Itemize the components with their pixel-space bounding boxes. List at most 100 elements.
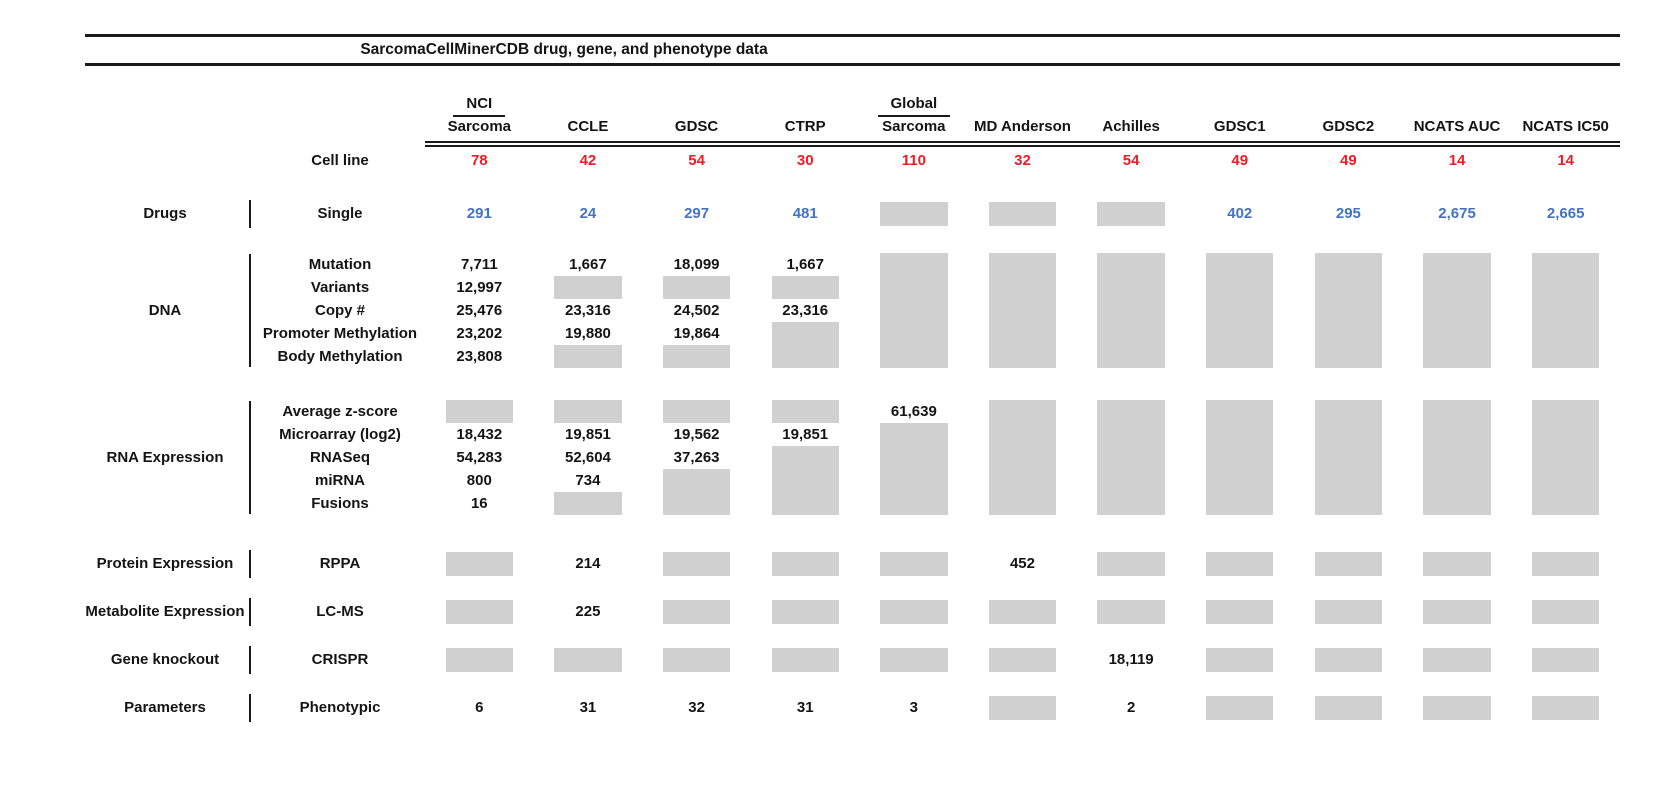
no-data-box (1185, 491, 1294, 515)
no-data-box-fill (445, 599, 513, 624)
no-data-box-fill (554, 275, 622, 299)
data-cell: 6 (475, 699, 484, 716)
no-data-box (1294, 422, 1403, 446)
no-data-box (751, 445, 860, 469)
no-data-box (642, 275, 751, 299)
no-data-box-fill (662, 399, 731, 423)
no-data-box (1403, 275, 1512, 299)
no-data-box-fill (880, 599, 948, 624)
no-data-box (1403, 693, 1512, 723)
no-data-box-fill (1097, 298, 1165, 322)
row-label-promoter-methylation: Promoter Methylation (262, 324, 418, 342)
no-data-box (751, 321, 860, 345)
data-cell: 1,667 (786, 255, 824, 273)
no-data-box (1185, 549, 1294, 579)
no-data-box-fill (1314, 445, 1383, 469)
no-data-box (1077, 252, 1186, 276)
column-header-gdsc2: GDSC2 (1294, 117, 1403, 140)
no-data-box-fill (771, 399, 839, 423)
no-data-box (1294, 597, 1403, 627)
no-data-box (1185, 344, 1294, 368)
no-data-box-fill (988, 252, 1057, 276)
no-data-box-fill (1532, 551, 1600, 576)
column-header-md-anderson: MD Anderson (968, 117, 1077, 140)
no-data-box-fill (1314, 321, 1383, 345)
no-data-box (1185, 252, 1294, 276)
no-data-box (1077, 275, 1186, 299)
no-data-box-fill (1423, 551, 1491, 576)
no-data-box (642, 491, 751, 515)
no-data-box-fill (1097, 599, 1165, 624)
no-data-box-fill (1097, 252, 1165, 276)
no-data-box-fill (554, 399, 622, 423)
no-data-box-fill (880, 275, 948, 299)
no-data-box (1185, 275, 1294, 299)
no-data-box-fill (554, 647, 622, 672)
group-parameters: Parameters Phenotypic 6 31 32 31 3 2 (85, 693, 1620, 723)
data-cell: 19,851 (565, 425, 611, 443)
column-header-label: Achilles (1102, 118, 1160, 136)
data-cell: 481 (792, 205, 818, 222)
no-data-box-fill (880, 422, 948, 446)
no-data-box-fill (1206, 468, 1274, 492)
group-gene-knockout: Gene knockout CRISPR 18,119 (85, 645, 1620, 675)
no-data-box-fill (1314, 298, 1383, 322)
no-data-box-fill (1097, 445, 1165, 469)
cell-line-count: 49 (1231, 152, 1249, 169)
no-data-box (1403, 422, 1512, 446)
no-data-box (1511, 645, 1620, 675)
no-data-box (860, 298, 969, 322)
no-data-box-fill (1532, 599, 1600, 624)
data-cell: 295 (1335, 205, 1361, 222)
no-data-box (534, 399, 643, 423)
no-data-box-fill (1314, 551, 1383, 576)
no-data-box (1077, 468, 1186, 492)
cell-line-count: 54 (688, 152, 705, 169)
cell-line-count: 30 (796, 152, 814, 169)
no-data-box (1185, 321, 1294, 345)
no-data-box-fill (1423, 252, 1491, 276)
no-data-box (1511, 399, 1620, 423)
no-data-box-fill (988, 344, 1057, 368)
no-data-box (1511, 344, 1620, 368)
no-data-box (860, 321, 969, 345)
title-band: SarcomaCellMinerCDB drug, gene, and phen… (85, 34, 1620, 66)
no-data-box-fill (1206, 399, 1274, 423)
data-cell: 18,432 (456, 425, 503, 443)
row-label-fusions: Fusions (311, 494, 369, 512)
no-data-box-fill (988, 491, 1057, 515)
no-data-box (1294, 344, 1403, 368)
no-data-box (534, 491, 643, 515)
no-data-box (1511, 252, 1620, 276)
cell-line-count: 54 (1122, 152, 1140, 169)
cell-line-count: 110 (901, 152, 926, 169)
no-data-box-fill (1314, 695, 1383, 720)
no-data-box-fill (1532, 321, 1600, 345)
no-data-box (1511, 597, 1620, 627)
no-data-box-fill (1532, 344, 1600, 368)
no-data-box (860, 491, 969, 515)
no-data-box (1511, 275, 1620, 299)
no-data-box-fill (554, 344, 622, 368)
data-cell: 214 (575, 555, 601, 572)
row-label-lc-ms: LC-MS (316, 603, 364, 620)
no-data-box-fill (988, 422, 1057, 446)
no-data-box-fill (880, 344, 948, 368)
group-rna-expression: RNA Expression Average z-score 61,639 Micro… (85, 399, 1620, 515)
no-data-box-fill (988, 298, 1057, 322)
no-data-box (751, 344, 860, 368)
no-data-box-fill (1314, 275, 1383, 299)
data-cell: 31 (579, 699, 597, 716)
column-header-ctrp: CTRP (751, 117, 860, 140)
column-header-label: Sarcoma (882, 118, 946, 136)
column-header-gdsc1: GDSC1 (1185, 117, 1294, 140)
no-data-box (968, 445, 1077, 469)
data-cell: 18,119 (1108, 651, 1154, 668)
no-data-box-fill (662, 275, 731, 299)
no-data-box (1294, 399, 1403, 423)
row-label-mutation: Mutation (308, 255, 372, 273)
column-header-label: GDSC (674, 118, 719, 136)
no-data-box-fill (880, 647, 948, 672)
no-data-box-fill (1206, 551, 1274, 576)
no-data-box-fill (1423, 298, 1491, 322)
